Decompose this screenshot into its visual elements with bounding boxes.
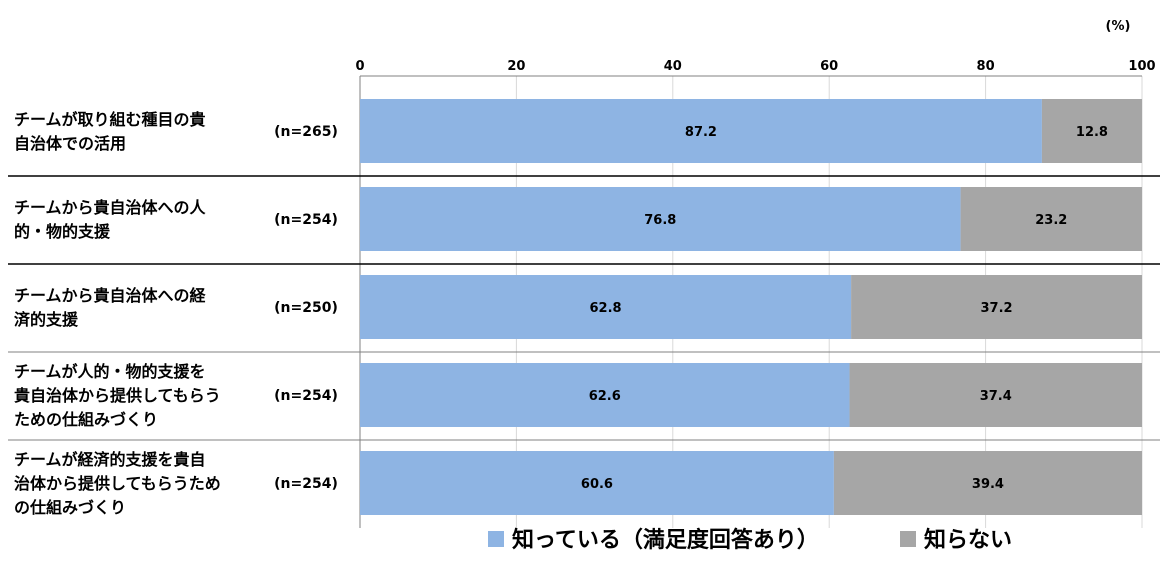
n-label: (n=250) <box>274 300 338 316</box>
bar-segment <box>1041 99 1142 163</box>
n-label: (n=254) <box>274 212 338 228</box>
x-tick-label: 60 <box>820 59 838 74</box>
n-label: (n=254) <box>274 388 338 404</box>
category-label-line: チームが人的・物的支援を <box>14 362 206 381</box>
bar-segment <box>851 275 1142 339</box>
bar-segment <box>360 363 850 427</box>
data-label: 62.6 <box>589 389 621 404</box>
legend-swatch <box>488 531 504 547</box>
data-label: 12.8 <box>1076 125 1108 140</box>
category-label: チームから貴自治体への経済的支援 <box>14 286 207 329</box>
data-label: 37.4 <box>980 389 1012 404</box>
data-label: 76.8 <box>644 213 676 228</box>
category-label-line: チームが取り組む種目の貴 <box>14 110 206 129</box>
n-label: (n=254) <box>274 476 338 492</box>
bar-segment <box>849 363 1142 427</box>
bar-segment <box>360 275 852 339</box>
bar-segment <box>833 451 1142 515</box>
data-label: 37.2 <box>981 301 1013 316</box>
category-label: チームが経済的支援を貴自治体から提供してもらうための仕組みづくり <box>14 450 221 517</box>
x-tick-label: 80 <box>977 59 995 74</box>
category-label: チームから貴自治体への人的・物的支援 <box>14 198 207 241</box>
legend-label: 知らない <box>924 527 1012 553</box>
category-label-line: 治体から提供してもらうため <box>14 474 221 493</box>
data-label: 23.2 <box>1035 213 1067 228</box>
data-label: 39.4 <box>972 477 1004 492</box>
category-label-line: 貴自治体から提供してもらう <box>14 386 221 405</box>
category-label-line: 的・物的支援 <box>14 222 111 241</box>
x-tick-label: 40 <box>664 59 682 74</box>
data-label: 87.2 <box>685 125 717 140</box>
data-label: 62.8 <box>590 301 622 316</box>
category-label: チームが人的・物的支援を貴自治体から提供してもらうための仕組みづくり <box>14 362 221 429</box>
x-tick-label: 100 <box>1128 59 1155 74</box>
data-label: 60.6 <box>581 477 613 492</box>
category-label-line: の仕組みづくり <box>14 498 126 517</box>
x-tick-label: 20 <box>507 59 525 74</box>
category-label-line: ための仕組みづくり <box>14 410 158 429</box>
unit-label: (%) <box>1106 19 1131 34</box>
bar-segment <box>960 187 1142 251</box>
legend-swatch <box>900 531 916 547</box>
category-label-line: チームから貴自治体への人 <box>14 198 207 217</box>
bar-segment <box>360 99 1042 163</box>
category-label-line: 済的支援 <box>14 310 79 329</box>
category-label-line: チームが経済的支援を貴自 <box>14 450 206 469</box>
bar-segment <box>360 451 834 515</box>
legend-label: 知っている（満足度回答あり） <box>512 527 819 553</box>
n-label: (n=265) <box>274 124 338 140</box>
category-label: チームが取り組む種目の貴自治体での活用 <box>14 110 206 153</box>
x-tick-label: 0 <box>355 59 364 74</box>
category-label-line: チームから貴自治体への経 <box>14 286 207 305</box>
bar-segment <box>360 187 961 251</box>
category-label-line: 自治体での活用 <box>14 134 126 153</box>
